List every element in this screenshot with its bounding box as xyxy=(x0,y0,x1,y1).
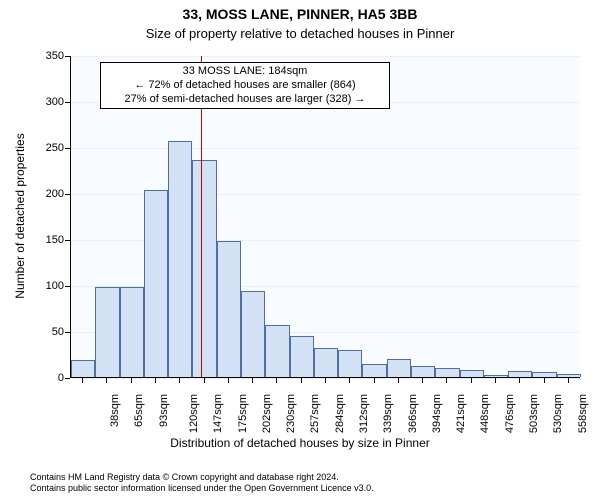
x-tick-label: 202sqm xyxy=(261,394,273,433)
x-tick-label: 421sqm xyxy=(455,394,467,433)
x-tick-label: 147sqm xyxy=(212,394,224,433)
histogram-bar xyxy=(71,360,95,377)
y-tick-label: 300 xyxy=(30,96,64,108)
y-tick-label: 200 xyxy=(30,188,64,200)
histogram-bar xyxy=(217,241,241,377)
y-axis-label: Number of detached properties xyxy=(13,116,27,316)
x-tick-label: 558sqm xyxy=(577,394,589,433)
gridline xyxy=(71,148,580,149)
x-tick-label: 230sqm xyxy=(285,394,297,433)
x-tick-label: 503sqm xyxy=(528,394,540,433)
histogram-bar xyxy=(290,336,314,377)
x-tick-label: 257sqm xyxy=(310,394,322,433)
histogram-bar xyxy=(532,372,556,377)
histogram-chart: 33, MOSS LANE, PINNER, HA5 3BB Size of p… xyxy=(0,0,600,500)
y-tick-label: 50 xyxy=(30,326,64,338)
histogram-bar xyxy=(95,287,119,377)
y-tick-label: 0 xyxy=(30,372,64,384)
histogram-bar xyxy=(460,370,484,377)
x-tick-label: 312sqm xyxy=(358,394,370,433)
x-tick-label: 530sqm xyxy=(552,394,564,433)
histogram-bar xyxy=(508,371,532,377)
x-tick-label: 38sqm xyxy=(109,394,121,427)
gridline xyxy=(71,56,580,57)
chart-subtitle: Size of property relative to detached ho… xyxy=(0,26,600,41)
x-tick-label: 65sqm xyxy=(133,394,145,427)
annotation-line-2: ← 72% of detached houses are smaller (86… xyxy=(107,79,383,93)
histogram-bar xyxy=(387,359,411,377)
x-tick-label: 448sqm xyxy=(480,394,492,433)
histogram-bar xyxy=(411,366,435,377)
annotation-line-3: 27% of semi-detached houses are larger (… xyxy=(107,93,383,107)
histogram-bar xyxy=(435,368,459,377)
y-tick-label: 100 xyxy=(30,280,64,292)
histogram-bar xyxy=(144,190,168,377)
histogram-bar xyxy=(168,141,192,377)
histogram-bar xyxy=(120,287,144,377)
x-tick-label: 120sqm xyxy=(188,394,200,433)
histogram-bar xyxy=(557,374,581,377)
chart-title: 33, MOSS LANE, PINNER, HA5 3BB xyxy=(0,6,600,22)
x-tick-label: 93sqm xyxy=(158,394,170,427)
x-axis-label: Distribution of detached houses by size … xyxy=(0,436,600,450)
histogram-bar xyxy=(338,350,362,377)
footer-line-1: Contains HM Land Registry data © Crown c… xyxy=(30,472,600,483)
histogram-bar xyxy=(265,325,289,377)
y-tick-label: 250 xyxy=(30,142,64,154)
histogram-bar xyxy=(362,364,386,377)
x-tick-label: 175sqm xyxy=(237,394,249,433)
histogram-bar xyxy=(241,291,265,377)
x-tick-label: 284sqm xyxy=(334,394,346,433)
x-tick-label: 339sqm xyxy=(382,394,394,433)
footer-text: Contains HM Land Registry data © Crown c… xyxy=(0,472,600,494)
annotation-line-1: 33 MOSS LANE: 184sqm xyxy=(107,65,383,79)
x-tick-label: 394sqm xyxy=(431,394,443,433)
x-tick-label: 476sqm xyxy=(504,394,516,433)
histogram-bar xyxy=(192,160,216,377)
histogram-bar xyxy=(314,348,338,377)
footer-line-2: Contains public sector information licen… xyxy=(30,483,600,494)
x-tick-label: 366sqm xyxy=(407,394,419,433)
histogram-bar xyxy=(484,375,508,377)
y-tick-label: 350 xyxy=(30,50,64,62)
annotation-box: 33 MOSS LANE: 184sqm ← 72% of detached h… xyxy=(100,62,390,109)
y-tick-label: 150 xyxy=(30,234,64,246)
